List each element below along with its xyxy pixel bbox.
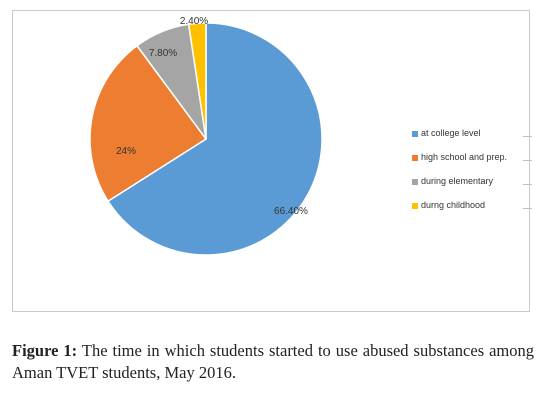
data-label-3: 2.40% — [180, 16, 208, 27]
caption-label: Figure 1: — [12, 341, 78, 360]
pie-chart: 66.40% 24% 7.80% 2.40% — [89, 16, 323, 256]
chart-area: 66.40% 24% 7.80% 2.40% at college level high… — [12, 10, 532, 312]
legend-item-2: during elementary — [408, 176, 541, 200]
figure-caption: Figure 1: The time in which students sta… — [12, 340, 534, 384]
caption-text: The time in which students started to us… — [12, 341, 535, 382]
pie-slice-1 — [89, 44, 208, 203]
pie-slice-0 — [107, 22, 323, 256]
data-label-0: 66.40% — [274, 206, 308, 217]
legend-label-0: at college level — [421, 128, 481, 138]
legend-swatch-3 — [412, 203, 418, 209]
legend-label-3: durng childhood — [421, 200, 486, 210]
legend-tick-2 — [523, 184, 532, 185]
legend-item-0: at college level — [408, 128, 541, 152]
legend-swatch-2 — [412, 179, 418, 185]
legend-swatch-1 — [412, 155, 418, 161]
pie-slice-3 — [187, 22, 207, 140]
data-label-1: 24% — [116, 146, 136, 157]
legend-tick-0 — [523, 136, 532, 137]
legend-swatch-0 — [412, 131, 418, 137]
legend-tick-1 — [523, 160, 532, 161]
legend-label-1: high school and prep. — [421, 152, 508, 162]
legend-item-1: high school and prep. — [408, 152, 541, 176]
legend: at college level high school and prep. dur… — [408, 128, 541, 224]
legend-item-3: durng childhood — [408, 200, 541, 224]
legend-label-2: during elementary — [421, 176, 494, 186]
data-label-2: 7.80% — [149, 48, 177, 59]
legend-tick-3 — [523, 208, 532, 209]
